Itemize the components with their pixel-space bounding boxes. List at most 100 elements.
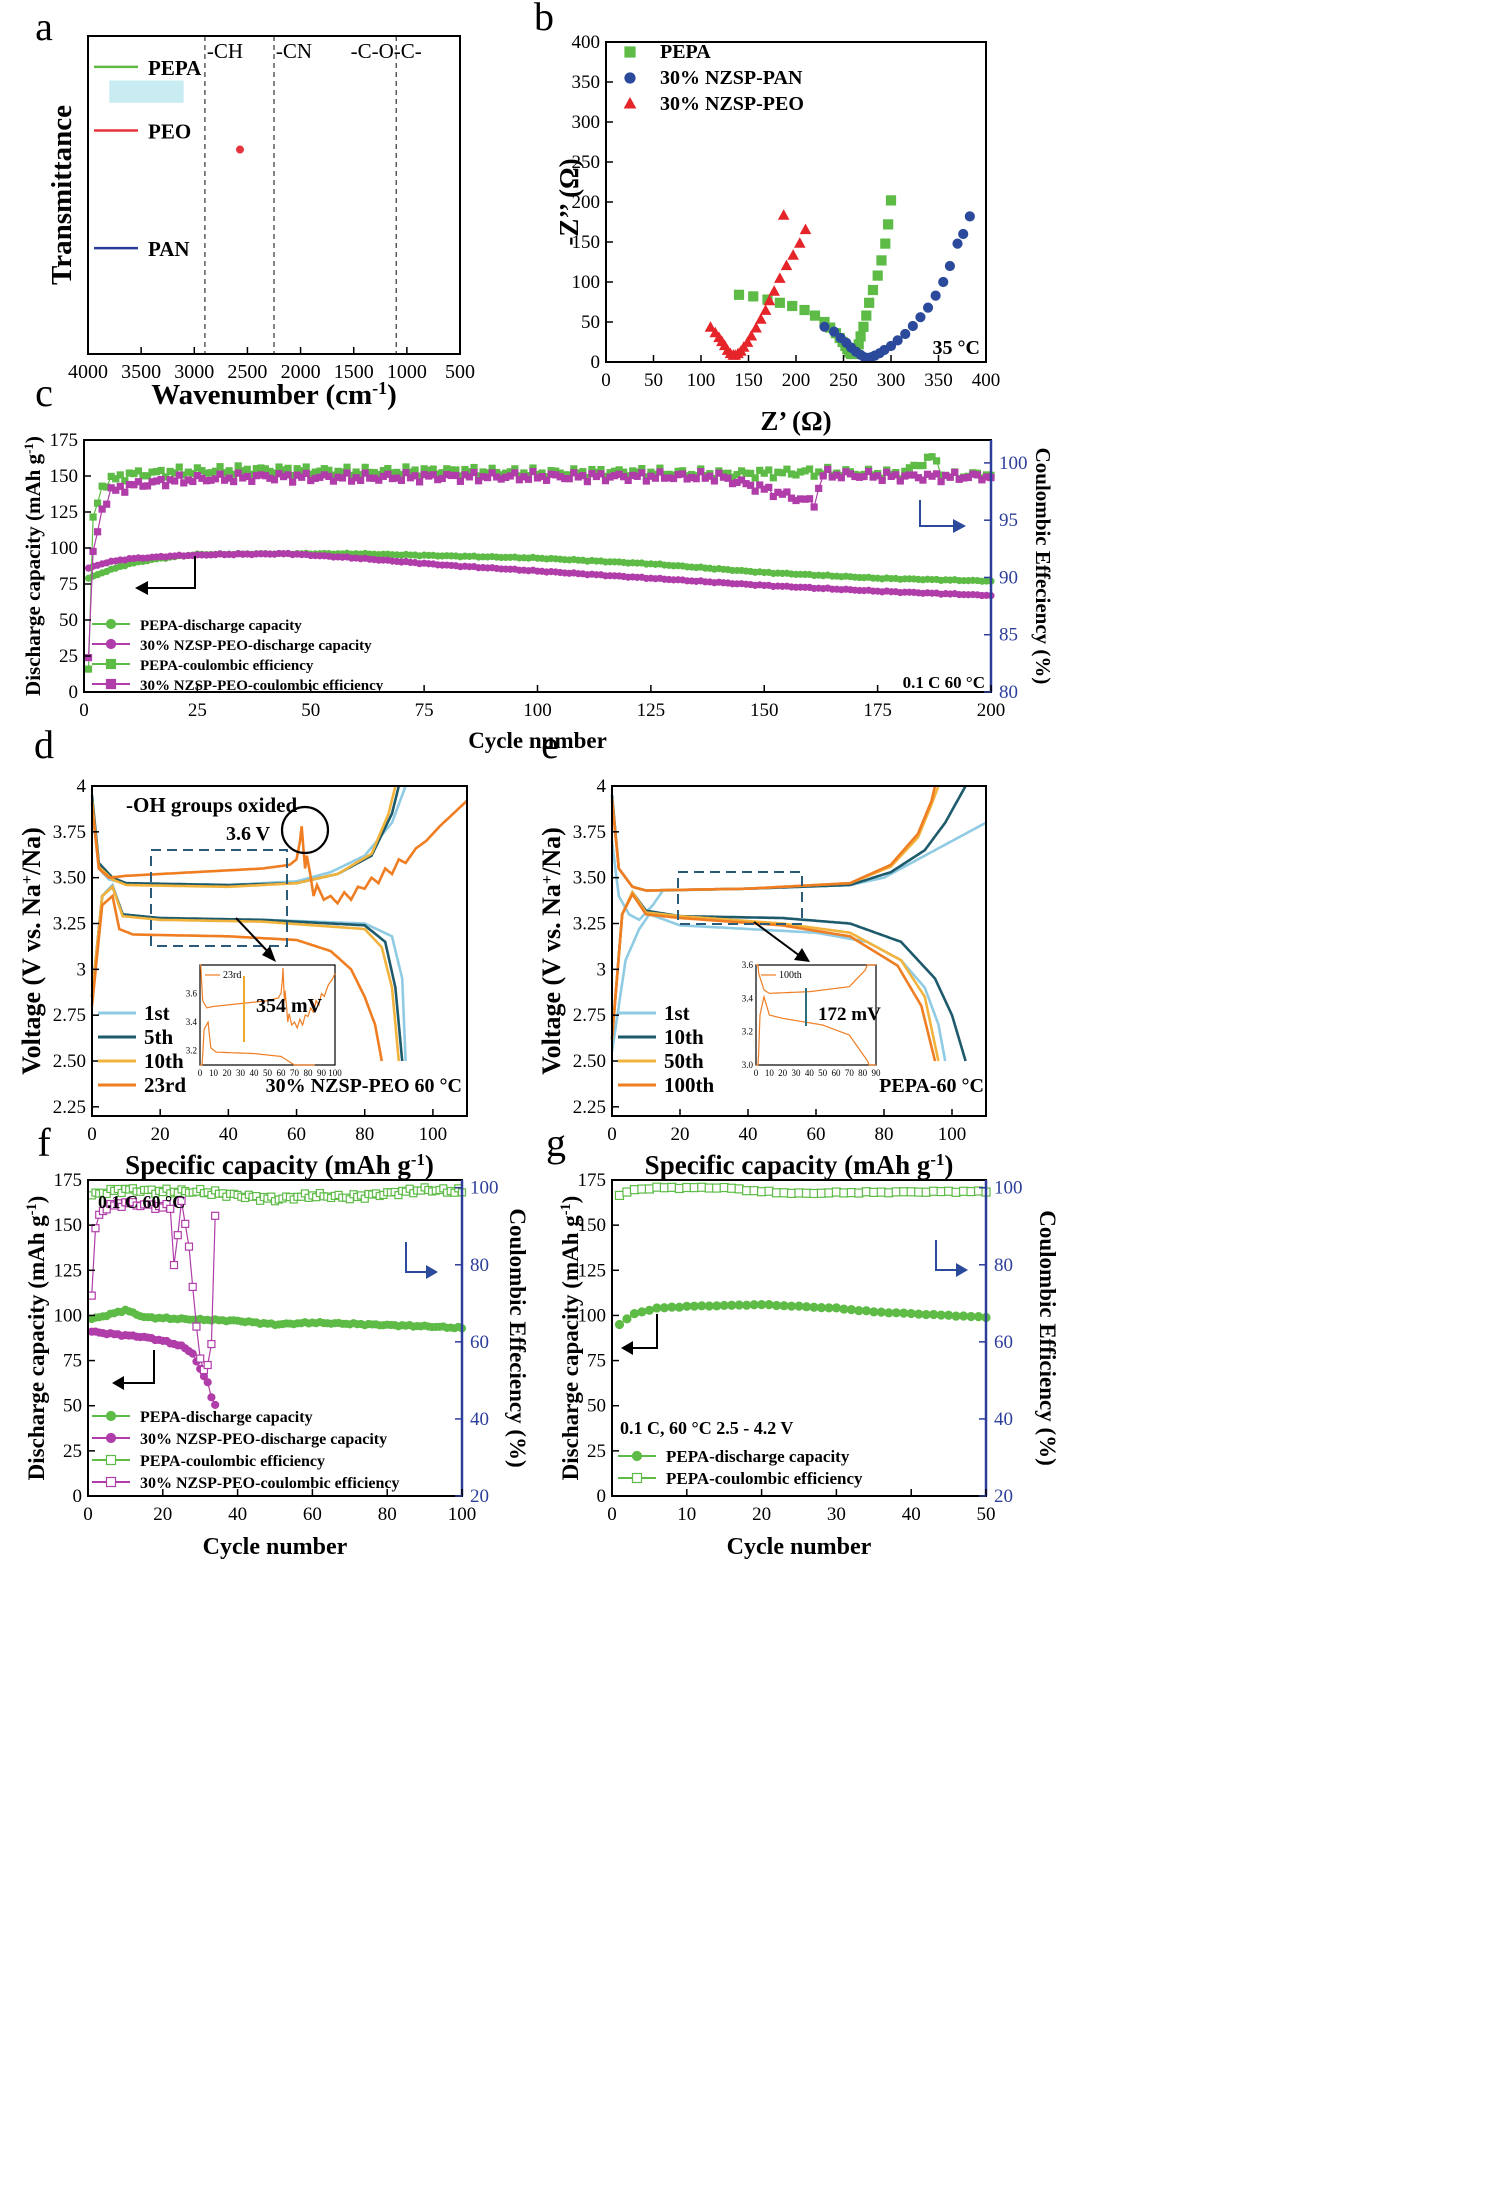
discharge-curve: [90, 884, 404, 1062]
legend-label: 5th: [144, 1025, 173, 1049]
data-point: [175, 463, 183, 471]
data-point: [652, 1182, 662, 1192]
x-tick-label: 100: [419, 1124, 448, 1145]
data-point: [809, 310, 821, 321]
data-point: [973, 1312, 984, 1322]
data-point: [861, 310, 872, 321]
data-point: [105, 618, 117, 630]
data-point: [203, 1378, 212, 1387]
y-tick-label: 0: [591, 352, 601, 373]
y-tick-label: 100: [50, 538, 79, 559]
data-point: [747, 481, 755, 489]
x-tick-label: 50: [977, 1504, 996, 1525]
x-axis-label: Cycle number: [468, 728, 607, 753]
discharge-curve: [610, 891, 937, 1062]
data-point: [470, 468, 478, 477]
data-point: [652, 1303, 662, 1313]
data-point: [919, 476, 927, 484]
data-point: [860, 472, 868, 481]
data-point: [121, 477, 129, 485]
data-point: [121, 488, 129, 496]
y-tick-label: 75: [59, 574, 78, 595]
data-point: [756, 1300, 767, 1310]
data-point: [858, 321, 869, 332]
data-point: [704, 1301, 714, 1311]
series-label: PEPA: [148, 56, 202, 80]
y-axis-label: Voltage (V vs. Na+/Na): [17, 827, 46, 1075]
y-tick-label: 175: [54, 1170, 83, 1191]
data-point: [601, 477, 610, 485]
x-tick-label: 40: [219, 1124, 238, 1145]
data-point: [704, 321, 717, 332]
axis-arrow: [919, 500, 955, 527]
data-point: [764, 1300, 774, 1310]
data-point: [799, 304, 810, 316]
data-point: [712, 1301, 722, 1311]
zoom-arrow: [753, 921, 801, 957]
y-tick-label: 3.75: [573, 822, 606, 843]
data-point: [329, 477, 338, 485]
data-point: [742, 1186, 752, 1196]
data-point: [203, 1360, 212, 1370]
data-point: [614, 1319, 625, 1330]
data-point: [915, 312, 926, 323]
x-tick-label: 80: [875, 1124, 894, 1145]
annotation: -OH groups oxided: [126, 793, 297, 817]
y-tick-label: 100: [572, 272, 601, 293]
data-point: [538, 472, 546, 481]
y-tick-label: 25: [63, 1441, 82, 1462]
data-point: [952, 238, 963, 249]
data-point: [284, 464, 292, 472]
data-point: [682, 1301, 692, 1311]
legend-label: 10th: [664, 1025, 704, 1049]
inset-x-tick: 30: [236, 1068, 246, 1078]
data-point: [869, 1307, 879, 1317]
y-tick-label: 50: [59, 610, 78, 631]
y-tick-label: 3: [77, 959, 87, 980]
legend-label: PEPA-discharge capacity: [666, 1447, 850, 1466]
data-point: [958, 1311, 969, 1321]
data-point: [831, 1187, 842, 1197]
x-tick-label: 10: [677, 1504, 696, 1525]
panel-label-g: g: [546, 1120, 566, 1165]
legend-label: 30% NZSP-PEO-coulombic efficiency: [140, 678, 384, 694]
annotation: 0.1 C, 60 °C 2.5 - 4.2 V: [620, 1418, 793, 1438]
x-tick-label: 0: [601, 370, 611, 391]
data-point: [644, 1305, 655, 1315]
highlight-circle: [280, 805, 330, 855]
inset-x-tick: 0: [198, 1068, 203, 1078]
inset-x-tick: 90: [872, 1068, 882, 1078]
series-label: PAN: [148, 237, 190, 261]
data-point: [958, 228, 969, 240]
x-tick-label: 40: [902, 1504, 921, 1525]
x-tick-label: 75: [415, 700, 434, 721]
data-point: [211, 1400, 220, 1410]
y-tick-label: 150: [50, 466, 79, 487]
data-point: [94, 528, 102, 536]
annotation: PEPA-60 °C: [879, 1075, 984, 1097]
data-point: [697, 1301, 707, 1311]
inset-x-tick: 90: [317, 1068, 327, 1078]
data-point: [864, 467, 873, 476]
data-point: [622, 1314, 632, 1324]
inset-x-tick: 20: [778, 1068, 788, 1078]
data-point: [207, 1393, 216, 1402]
data-point: [302, 463, 310, 471]
annotation: 0.1 C 60 °C: [98, 1192, 185, 1212]
data-point: [768, 285, 780, 296]
legend-label: PEPA-discharge capacity: [140, 618, 302, 634]
y2-tick-label: 95: [999, 510, 1018, 531]
data-point: [712, 1183, 722, 1193]
data-point: [456, 477, 465, 485]
data-point: [134, 467, 143, 475]
data-point: [765, 483, 773, 491]
data-point: [234, 462, 242, 470]
panel-label-e: e: [541, 722, 559, 767]
data-point: [84, 654, 93, 662]
data-point: [325, 472, 333, 480]
data-point: [755, 313, 767, 324]
data-point: [105, 638, 117, 650]
data-point: [91, 1224, 100, 1233]
data-point: [771, 1188, 782, 1198]
